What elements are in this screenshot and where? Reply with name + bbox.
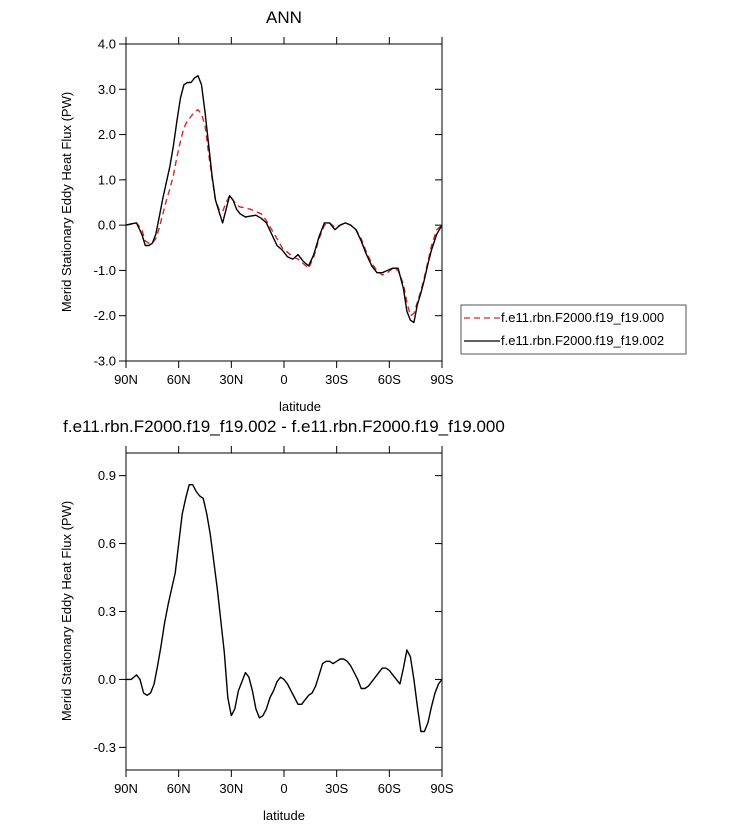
- x-tick-label: 60N: [167, 372, 191, 387]
- legend-box: [460, 304, 687, 355]
- top-chart-y-ticks: -3.0 -2.0 -1.0 0.0 1.0 2.0 3.0 4.0: [94, 37, 442, 369]
- y-tick-label: 0.9: [98, 468, 116, 483]
- top-chart-title: ANN: [266, 8, 302, 27]
- y-tick-label: -0.3: [94, 740, 116, 755]
- top-chart-x-axis-label: latitude: [279, 399, 321, 414]
- x-tick-label: 60S: [378, 372, 401, 387]
- bottom-chart-y-ticks: -0.3 0.0 0.3 0.6 0.9: [94, 468, 442, 755]
- legend-label-series-000: f.e11.rbn.F2000.f19_f19.000: [501, 310, 664, 325]
- bottom-chart-x-axis-label: latitude: [263, 808, 305, 823]
- bottom-chart: f.e11.rbn.F2000.f19_f19.002 - f.e11.rbn.…: [59, 417, 505, 823]
- y-tick-label: -3.0: [94, 354, 116, 369]
- x-tick-label: 60N: [167, 781, 191, 796]
- top-chart-legend: f.e11.rbn.F2000.f19_f19.000 f.e11.rbn.F2…: [460, 304, 687, 355]
- bottom-chart-title: f.e11.rbn.F2000.f19_f19.002 - f.e11.rbn.…: [63, 417, 505, 436]
- top-chart-x-ticks: 90N 60N 30N 0 30S 60S 90S: [114, 37, 454, 387]
- y-tick-label: 3.0: [98, 82, 116, 97]
- y-tick-label: 2.0: [98, 127, 116, 142]
- y-tick-label: 0.3: [98, 604, 116, 619]
- series-line-0: [125, 108, 443, 317]
- y-tick-label: 1.0: [98, 172, 116, 187]
- bottom-chart-y-axis-label: Merid Stationary Eddy Heat Flux (PW): [59, 501, 74, 721]
- x-tick-label: 90S: [430, 781, 453, 796]
- x-tick-label: 30N: [219, 781, 243, 796]
- top-chart-series: [125, 74, 443, 324]
- top-chart-y-axis-label: Merid Stationary Eddy Heat Flux (PW): [59, 92, 74, 312]
- y-tick-label: 4.0: [98, 37, 116, 52]
- x-tick-label: 30S: [325, 781, 348, 796]
- y-tick-label: 0.6: [98, 536, 116, 551]
- y-tick-label: -2.0: [94, 308, 116, 323]
- x-tick-label: 90S: [430, 372, 453, 387]
- bottom-chart-series: [126, 484, 443, 733]
- x-tick-label: 30N: [219, 372, 243, 387]
- y-tick-label: 0.0: [98, 672, 116, 687]
- series-line-0: [126, 484, 443, 733]
- y-tick-label: -1.0: [94, 263, 116, 278]
- x-tick-label: 30S: [325, 372, 348, 387]
- top-chart-plot-frame: [125, 43, 443, 362]
- x-tick-label: 0: [280, 781, 287, 796]
- x-tick-label: 60S: [378, 781, 401, 796]
- x-tick-label: 90N: [114, 781, 138, 796]
- series-line-1: [125, 74, 443, 324]
- x-tick-label: 90N: [114, 372, 138, 387]
- bottom-chart-plot-frame: [125, 452, 443, 771]
- bottom-chart-x-ticks: 90N 60N 30N 0 30S 60S 90S: [114, 446, 454, 796]
- legend-label-series-002: f.e11.rbn.F2000.f19_f19.002: [501, 333, 664, 348]
- x-tick-label: 0: [280, 372, 287, 387]
- top-chart: ANN -3.0 -2.0 -1.0 0.0 1.0 2.0 3.0 4.0 90N 60N 30…: [59, 8, 687, 414]
- y-tick-label: 0.0: [98, 218, 116, 233]
